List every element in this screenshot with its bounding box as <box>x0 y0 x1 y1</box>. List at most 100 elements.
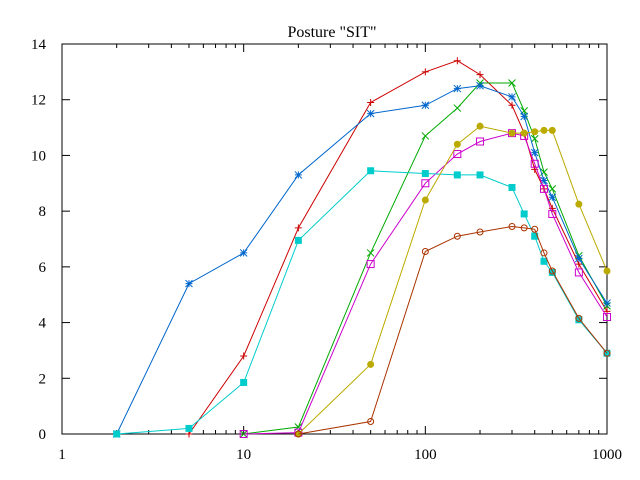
series-line <box>298 125 608 435</box>
data-point <box>531 128 539 136</box>
data-point <box>239 249 248 257</box>
data-point <box>421 179 430 188</box>
data-point <box>476 137 485 146</box>
series-layer <box>112 57 611 438</box>
data-point <box>453 57 461 65</box>
x-tick-label: 1 <box>58 447 66 463</box>
series-6 <box>294 122 611 438</box>
data-point <box>476 228 484 236</box>
data-point <box>239 430 248 438</box>
data-point <box>508 101 516 109</box>
data-point <box>540 176 548 185</box>
data-point <box>575 314 583 322</box>
data-point <box>421 170 429 178</box>
data-point <box>421 196 429 204</box>
data-point <box>294 171 303 179</box>
data-point <box>531 225 539 233</box>
data-point <box>530 159 539 168</box>
series-3 <box>112 81 611 438</box>
y-tick-label: 10 <box>31 148 46 164</box>
data-point <box>575 254 583 263</box>
data-point <box>508 183 516 191</box>
data-point <box>113 430 121 438</box>
data-point <box>520 129 528 137</box>
series-1 <box>185 57 611 438</box>
data-point <box>574 268 583 277</box>
data-point <box>421 68 429 76</box>
data-point <box>575 200 583 208</box>
series-line <box>188 60 608 435</box>
y-tick-label: 4 <box>39 316 47 332</box>
plot-frame <box>61 43 608 435</box>
y-tick-label: 12 <box>31 93 46 109</box>
data-point <box>294 224 302 232</box>
data-point <box>453 140 461 148</box>
data-point <box>421 101 430 110</box>
x-tick-label: 1000 <box>592 447 622 463</box>
y-tick-label: 14 <box>31 37 47 53</box>
data-point <box>185 279 193 288</box>
series-line <box>116 170 608 435</box>
data-point <box>520 112 529 121</box>
data-point <box>240 378 248 386</box>
data-point <box>603 313 611 321</box>
data-point <box>294 430 302 438</box>
data-point <box>548 185 557 193</box>
data-point <box>530 148 539 157</box>
axis-ticks: 0 2 4 6 8 10 12 14 1 10 100 1000 <box>31 37 622 463</box>
data-point <box>520 224 528 232</box>
data-point <box>366 260 375 269</box>
data-point <box>575 316 583 324</box>
data-point <box>366 109 375 118</box>
data-point <box>421 248 429 256</box>
data-point <box>239 430 248 438</box>
data-point <box>508 93 516 101</box>
y-tick-label: 0 <box>39 427 47 443</box>
data-point <box>508 129 516 137</box>
data-point <box>367 99 375 106</box>
data-point <box>603 349 611 357</box>
data-point <box>520 210 528 218</box>
data-point <box>540 126 548 134</box>
data-point <box>476 71 484 79</box>
data-point <box>603 267 611 275</box>
data-point <box>476 122 484 130</box>
data-point <box>453 171 461 179</box>
y-tick-label: 8 <box>39 204 47 220</box>
series-5 <box>113 167 611 438</box>
data-point <box>367 167 375 175</box>
data-point <box>548 126 556 134</box>
data-point <box>453 232 461 240</box>
data-point <box>476 171 484 179</box>
data-point <box>367 417 375 425</box>
x-tick-label: 100 <box>414 447 437 463</box>
chart-title: Posture "SIT" <box>287 24 376 41</box>
x-tick-label: 10 <box>236 447 251 463</box>
y-tick-label: 6 <box>39 260 47 276</box>
data-point <box>240 352 248 360</box>
data-point <box>508 79 516 87</box>
data-point <box>453 84 462 93</box>
data-point <box>185 424 193 432</box>
data-point <box>603 349 611 357</box>
series-line <box>298 225 608 435</box>
data-point <box>294 430 302 438</box>
data-point <box>548 209 557 218</box>
data-point <box>540 249 548 257</box>
data-point <box>367 360 375 368</box>
data-point <box>453 150 462 159</box>
series-2 <box>239 79 611 438</box>
data-point <box>603 299 611 307</box>
data-point <box>548 268 556 276</box>
data-point <box>531 232 539 240</box>
data-point <box>508 222 516 230</box>
series-7 <box>294 222 611 438</box>
data-point <box>421 132 430 140</box>
data-point <box>294 236 302 244</box>
data-point <box>366 249 375 257</box>
data-point <box>540 257 548 265</box>
y-tick-label: 2 <box>39 371 47 387</box>
data-point <box>540 184 549 193</box>
